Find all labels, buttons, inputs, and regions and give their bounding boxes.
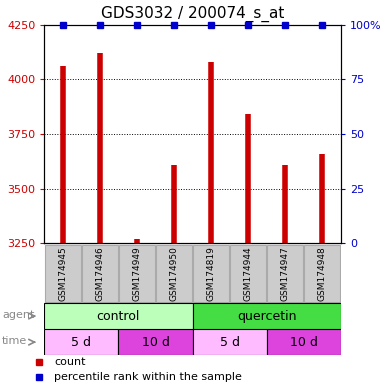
Bar: [192, 303, 341, 329]
Bar: [193, 245, 229, 302]
Bar: [119, 329, 192, 355]
Text: time: time: [2, 336, 27, 346]
Text: 5 d: 5 d: [71, 336, 91, 349]
Text: GSM174950: GSM174950: [169, 246, 179, 301]
Text: GSM174944: GSM174944: [244, 246, 253, 301]
Bar: [119, 245, 155, 302]
Text: percentile rank within the sample: percentile rank within the sample: [54, 371, 242, 382]
Bar: [156, 245, 192, 302]
Bar: [44, 329, 119, 355]
Bar: [267, 245, 303, 302]
Text: GSM174946: GSM174946: [95, 246, 104, 301]
Text: agent: agent: [2, 310, 35, 320]
Bar: [45, 245, 80, 302]
Text: 10 d: 10 d: [142, 336, 169, 349]
Bar: [82, 245, 118, 302]
Title: GDS3032 / 200074_s_at: GDS3032 / 200074_s_at: [101, 6, 284, 22]
Text: 5 d: 5 d: [219, 336, 239, 349]
Bar: [266, 329, 341, 355]
Text: GSM174819: GSM174819: [206, 246, 216, 301]
Bar: [192, 329, 267, 355]
Bar: [44, 303, 192, 329]
Text: GSM174947: GSM174947: [281, 246, 290, 301]
Bar: [230, 245, 266, 302]
Text: count: count: [54, 356, 85, 367]
Text: 10 d: 10 d: [290, 336, 318, 349]
Text: GSM174948: GSM174948: [318, 246, 327, 301]
Text: GSM174945: GSM174945: [58, 246, 67, 301]
Text: control: control: [97, 310, 140, 323]
Text: GSM174949: GSM174949: [132, 246, 141, 301]
Text: quercetin: quercetin: [237, 310, 296, 323]
Bar: [305, 245, 340, 302]
